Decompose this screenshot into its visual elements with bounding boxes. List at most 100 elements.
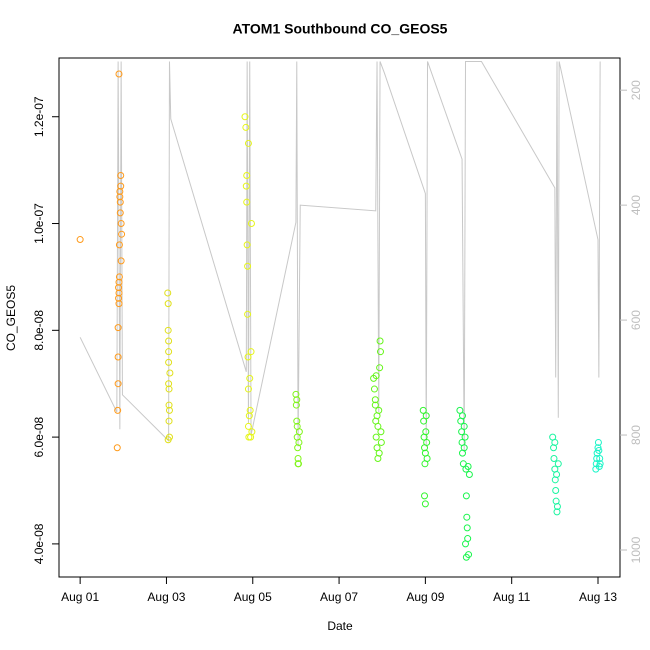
point [117, 220, 125, 228]
x-tick-label: Aug 03 [147, 590, 185, 604]
point [115, 70, 123, 78]
point [243, 241, 251, 249]
point [462, 553, 470, 561]
point [244, 139, 252, 147]
point [377, 428, 385, 436]
y-axis-label: CO_GEOS5 [4, 285, 18, 351]
y-tick-label: 1.2e-07 [32, 96, 46, 137]
point [371, 401, 379, 409]
point [246, 374, 254, 382]
point [164, 300, 172, 308]
y2-tick-label: 400 [629, 195, 643, 215]
point [371, 396, 379, 404]
point [115, 278, 123, 286]
point [292, 390, 300, 398]
point [295, 438, 303, 446]
point [372, 433, 380, 441]
point [552, 487, 560, 494]
point [465, 470, 473, 478]
point [423, 438, 431, 446]
point [118, 230, 126, 238]
point [244, 385, 252, 393]
point [373, 412, 381, 420]
point [553, 470, 561, 478]
point [374, 422, 382, 430]
point [376, 337, 384, 345]
point [293, 417, 301, 425]
point [116, 209, 124, 217]
point [370, 385, 378, 393]
point [462, 492, 470, 500]
point [241, 113, 249, 121]
point [422, 412, 430, 420]
point [293, 422, 301, 430]
point [377, 438, 385, 446]
point [244, 262, 252, 270]
point [553, 503, 561, 511]
point [164, 326, 172, 334]
point [422, 428, 430, 436]
point [165, 358, 173, 366]
point [115, 289, 123, 297]
point [462, 540, 470, 548]
y-tick-label: 8.0e-08 [32, 310, 46, 351]
y-tick-label: 1.0e-07 [32, 203, 46, 244]
point [375, 449, 383, 457]
point [117, 257, 125, 265]
point [243, 171, 251, 179]
point [243, 198, 251, 206]
point [165, 401, 173, 409]
point [117, 182, 125, 190]
point [246, 406, 254, 414]
point [376, 364, 384, 372]
point [423, 454, 431, 462]
point [421, 500, 429, 508]
point [372, 372, 380, 380]
point [115, 284, 123, 292]
x-axis-label: Date [327, 619, 353, 633]
point [245, 412, 253, 420]
point [551, 438, 559, 446]
point [114, 406, 122, 414]
y-tick-label: 4.0e-08 [32, 523, 46, 564]
point [114, 353, 122, 361]
point [376, 348, 384, 356]
point [594, 438, 602, 446]
point [554, 460, 562, 468]
point [165, 417, 173, 425]
x-tick-label: Aug 07 [320, 590, 358, 604]
point [247, 220, 255, 228]
point [76, 236, 84, 244]
point [116, 193, 124, 201]
point [595, 446, 603, 454]
point [294, 460, 302, 468]
x-tick-label: Aug 01 [61, 590, 99, 604]
plot-area [76, 60, 604, 561]
point [460, 444, 468, 452]
point [242, 123, 250, 131]
point [461, 433, 469, 441]
point [458, 412, 466, 420]
point [115, 300, 123, 308]
pressure-line [79, 60, 601, 453]
point [244, 310, 252, 318]
point [292, 401, 300, 409]
x-tick-label: Aug 11 [493, 590, 530, 604]
point [165, 380, 173, 388]
point [550, 454, 558, 462]
point [464, 462, 472, 470]
x-tick-label: Aug 13 [579, 590, 617, 604]
point [166, 369, 174, 377]
y2-tick-label: 600 [629, 310, 643, 330]
y2-tick-label: 1000 [629, 536, 643, 563]
x-tick-label: Aug 09 [406, 590, 444, 604]
point [116, 187, 124, 195]
point [553, 508, 561, 516]
x-tick-label: Aug 05 [234, 590, 272, 604]
point [460, 422, 468, 430]
point [593, 454, 601, 462]
point [419, 406, 427, 414]
point [247, 348, 255, 356]
